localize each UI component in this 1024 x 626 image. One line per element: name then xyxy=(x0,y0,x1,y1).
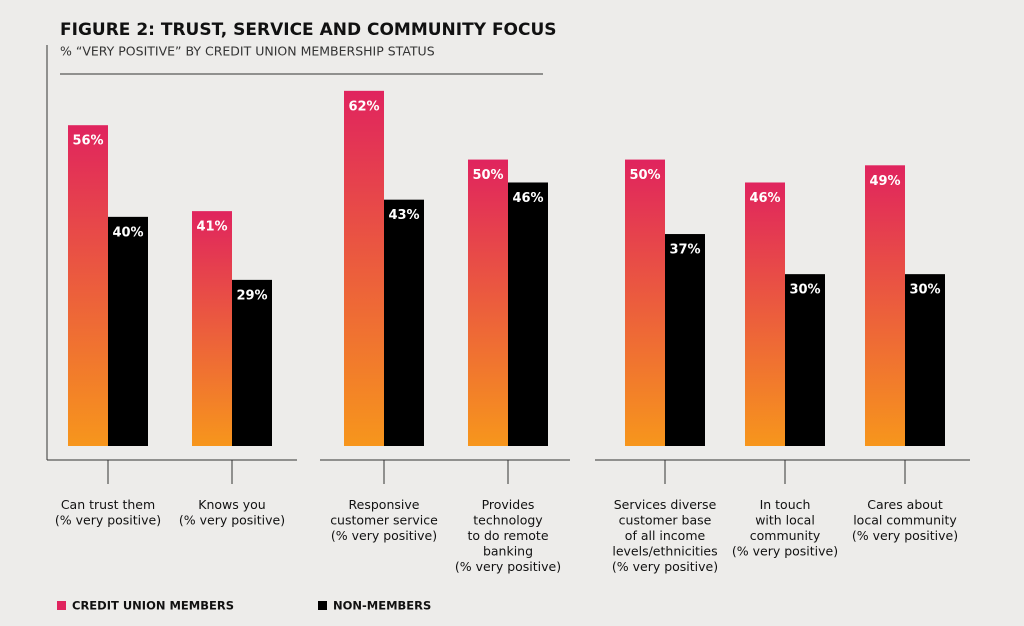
value-label: 30% xyxy=(909,283,940,298)
chart-title: FIGURE 2: TRUST, SERVICE AND COMMUNITY F… xyxy=(60,20,557,40)
bar xyxy=(68,125,108,446)
chart-subtitle: % “VERY POSITIVE” BY CREDIT UNION MEMBER… xyxy=(60,44,435,59)
value-label: 41% xyxy=(196,220,227,235)
value-label: 43% xyxy=(388,208,419,223)
bar xyxy=(508,182,548,446)
value-label: 50% xyxy=(629,168,660,183)
bar xyxy=(905,274,945,446)
value-label: 29% xyxy=(236,288,267,303)
value-label: 56% xyxy=(72,134,103,149)
legend-label: NON-MEMBERS xyxy=(333,599,431,613)
x-tick-label: Cares about local community (% very positi… xyxy=(852,497,958,543)
bar xyxy=(344,90,384,446)
value-label: 46% xyxy=(749,191,780,206)
value-label: 40% xyxy=(112,225,143,240)
value-label: 46% xyxy=(512,191,543,206)
value-label: 37% xyxy=(669,243,700,258)
value-label: 50% xyxy=(472,168,503,183)
bar xyxy=(468,159,508,447)
x-tick-label: Can trust them (% very positive) xyxy=(55,497,161,528)
legend-label: CREDIT UNION MEMBERS xyxy=(72,599,234,613)
value-label: 30% xyxy=(789,283,820,298)
bar xyxy=(108,216,148,446)
x-tick-label: Knows you (% very positive) xyxy=(179,497,285,528)
bar xyxy=(232,279,272,446)
bar xyxy=(865,165,905,447)
bar xyxy=(192,211,232,446)
x-tick-label: Services diverse customer base of all inco… xyxy=(612,497,718,574)
x-tick-label: In touch with local community (% very posit… xyxy=(732,497,838,559)
value-label: 49% xyxy=(869,174,900,189)
x-tick-label: Responsive customer service (% very positi… xyxy=(330,497,438,543)
bar xyxy=(665,234,705,446)
legend-swatch xyxy=(57,601,66,610)
bar xyxy=(384,199,424,446)
value-label: 62% xyxy=(348,99,379,114)
bar xyxy=(625,159,665,447)
legend-swatch xyxy=(318,601,327,610)
bar xyxy=(785,274,825,446)
bar xyxy=(745,182,785,446)
x-tick-label: Provides technology to do remote banking (% … xyxy=(455,497,561,574)
